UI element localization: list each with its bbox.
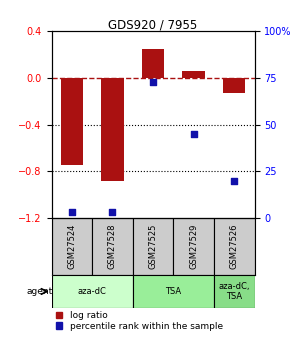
FancyBboxPatch shape <box>52 218 92 275</box>
Bar <box>182 71 205 78</box>
Point <box>151 79 155 84</box>
FancyBboxPatch shape <box>133 275 214 308</box>
FancyBboxPatch shape <box>92 218 133 275</box>
Bar <box>223 78 245 93</box>
Text: TSA: TSA <box>165 287 181 296</box>
Point <box>69 210 74 215</box>
Text: aza-dC,
TSA: aza-dC, TSA <box>218 282 250 301</box>
FancyBboxPatch shape <box>214 275 255 308</box>
Text: GSM27529: GSM27529 <box>189 224 198 269</box>
FancyBboxPatch shape <box>133 218 173 275</box>
Text: GSM27525: GSM27525 <box>148 224 158 269</box>
Legend: log ratio, percentile rank within the sample: log ratio, percentile rank within the sa… <box>56 311 223 331</box>
Text: GSM27524: GSM27524 <box>67 224 76 269</box>
Point <box>110 210 115 215</box>
Bar <box>61 78 83 166</box>
Text: GSM27528: GSM27528 <box>108 224 117 269</box>
Title: GDS920 / 7955: GDS920 / 7955 <box>108 18 198 31</box>
Text: GSM27526: GSM27526 <box>230 224 239 269</box>
Text: aza-dC: aza-dC <box>78 287 107 296</box>
Bar <box>142 49 164 78</box>
Point <box>232 178 237 184</box>
FancyBboxPatch shape <box>214 218 255 275</box>
Text: agent: agent <box>26 287 52 296</box>
Point <box>191 131 196 137</box>
FancyBboxPatch shape <box>173 218 214 275</box>
Bar <box>101 78 124 181</box>
FancyBboxPatch shape <box>52 275 133 308</box>
